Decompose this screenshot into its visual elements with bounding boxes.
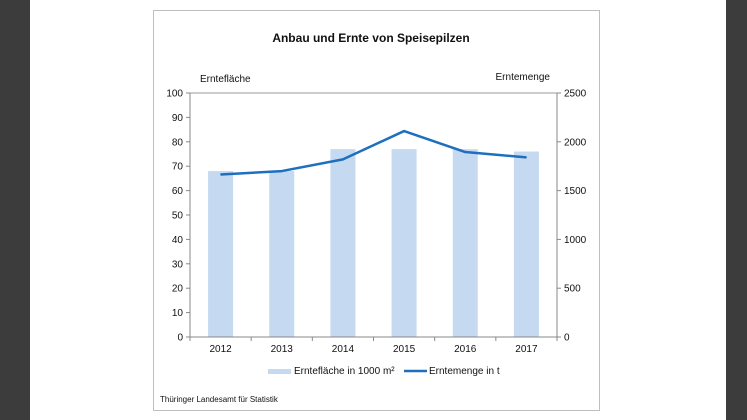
left-tick-label: 30	[172, 259, 184, 270]
left-tick-label: 80	[172, 137, 184, 148]
line-point-2013	[281, 170, 283, 172]
right-axis-label: Erntemenge	[496, 72, 551, 83]
right-tick-label: 2500	[564, 89, 587, 100]
bar-2017	[513, 151, 539, 337]
chart-title: Anbau und Ernte von Speisepilzen	[272, 31, 469, 45]
right-tick-label: 1000	[564, 235, 587, 246]
legend: Erntefläche in 1000 m² Erntemenge in t	[268, 366, 500, 377]
left-tick-label: 70	[172, 162, 184, 173]
line-point-2016	[464, 151, 466, 153]
left-tick-label: 20	[172, 284, 184, 295]
left-tick-label: 0	[177, 333, 183, 344]
legend-bar-swatch	[268, 369, 291, 374]
bar-2014	[330, 149, 356, 337]
x-tick-label: 2016	[454, 344, 477, 355]
line-point-2015	[403, 130, 405, 132]
bar-2016	[452, 149, 478, 337]
bar-2012	[208, 171, 234, 337]
legend-bar-label: Erntefläche in 1000 m²	[294, 366, 395, 377]
x-tick-label: 2014	[332, 344, 355, 355]
source-note: Thüringer Landesamt für Statistik	[160, 395, 279, 404]
right-tick-label: 0	[564, 333, 570, 344]
left-tick-label: 60	[172, 186, 184, 197]
line-point-2017	[525, 156, 527, 158]
line-point-2012	[220, 173, 222, 175]
left-tick-label: 50	[172, 211, 184, 222]
left-axis-label: Erntefläche	[200, 74, 251, 85]
right-tick-label: 2000	[564, 137, 587, 148]
legend-line-label: Erntemenge in t	[429, 366, 500, 377]
left-tick-label: 40	[172, 235, 184, 246]
bar-2013	[269, 171, 295, 337]
line-series-erntemenge	[220, 129, 527, 176]
right-tick-label: 500	[564, 284, 581, 295]
x-tick-label: 2017	[515, 344, 538, 355]
x-tick-label: 2015	[393, 344, 416, 355]
left-tick-label: 100	[166, 89, 183, 100]
left-tick-label: 10	[172, 308, 184, 319]
x-tick-label: 2012	[209, 344, 232, 355]
left-tick-label: 90	[172, 113, 184, 124]
line-point-2014	[342, 158, 344, 160]
right-tick-label: 1500	[564, 186, 587, 197]
bar-2015	[391, 149, 417, 337]
x-tick-label: 2013	[271, 344, 294, 355]
